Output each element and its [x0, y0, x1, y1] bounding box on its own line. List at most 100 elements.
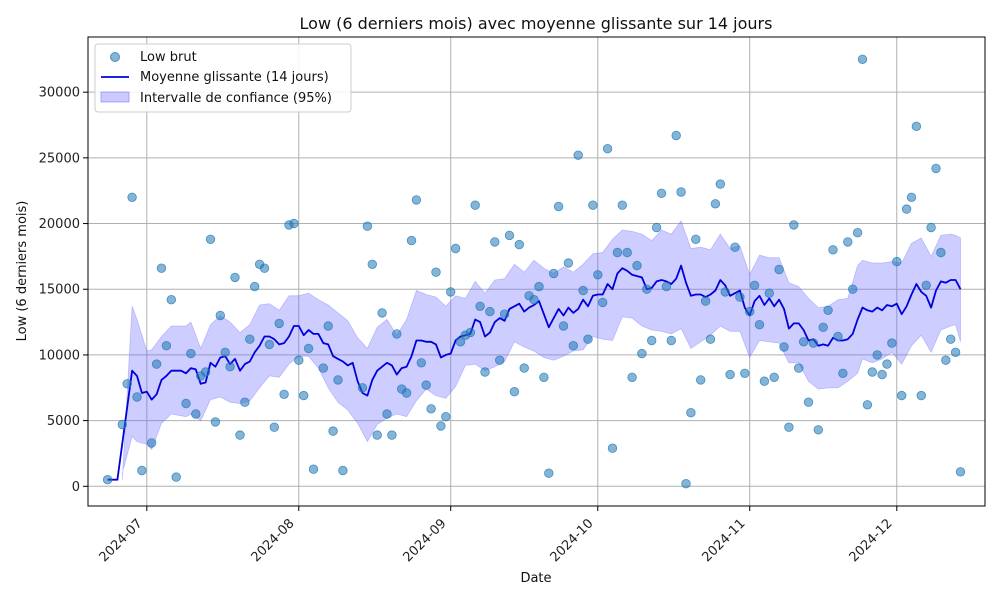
scatter-point — [245, 334, 255, 344]
scatter-point — [249, 281, 260, 292]
scatter-point — [720, 287, 730, 297]
scatter-point — [848, 284, 858, 294]
scatter-point — [323, 321, 333, 331]
scatter-point — [485, 306, 495, 317]
scatter-point — [950, 347, 961, 358]
scatter-point — [598, 297, 608, 308]
scatter-point — [774, 264, 784, 275]
scatter-point — [911, 121, 922, 132]
scatter-point — [441, 412, 451, 422]
scatter-point — [573, 150, 583, 160]
scatter-point — [607, 443, 618, 453]
scatter-point — [642, 284, 652, 294]
scatter-point — [318, 363, 329, 373]
scatter-point — [387, 430, 397, 440]
scatter-point — [745, 306, 755, 317]
scatter-point — [789, 220, 799, 230]
scatter-point — [622, 247, 632, 258]
scatter-point — [740, 368, 750, 379]
scatter-point — [921, 280, 931, 291]
scatter-point — [264, 339, 275, 350]
scatter-point — [735, 292, 745, 302]
y-tick-label: 30000 — [39, 86, 80, 101]
scatter-point — [382, 409, 392, 419]
scatter-point — [495, 355, 505, 365]
scatter-point — [122, 379, 132, 389]
scatter-point — [676, 187, 686, 197]
scatter-point — [127, 192, 137, 203]
legend-label-line: Moyenne glissante (14 jours) — [140, 70, 329, 85]
scatter-point — [901, 204, 912, 214]
scatter-point — [955, 467, 966, 477]
scatter-point — [328, 426, 338, 436]
scatter-point — [308, 464, 319, 474]
scatter-point — [637, 348, 647, 359]
scatter-point — [210, 417, 221, 427]
scatter-point — [872, 350, 882, 360]
scatter-point — [769, 372, 779, 383]
scatter-points-layer — [102, 54, 966, 489]
scatter-point — [455, 337, 466, 347]
scatter-point — [877, 369, 887, 380]
scatter-point — [656, 188, 667, 199]
scatter-point — [519, 363, 529, 373]
scatter-point — [132, 392, 142, 402]
moving-average-line — [107, 264, 962, 481]
scatter-point — [612, 247, 623, 258]
scatter-point — [946, 334, 956, 344]
scatter-point — [833, 331, 843, 342]
scatter-point — [862, 400, 873, 410]
scatter-point — [700, 296, 711, 306]
scatter-point — [279, 389, 289, 400]
scatter-point — [749, 280, 760, 291]
scatter-point — [205, 234, 216, 245]
scatter-point — [602, 143, 613, 154]
y-tick-label: 25000 — [39, 151, 80, 166]
scatter-point — [426, 404, 436, 414]
scatter-point — [269, 422, 280, 432]
scatter-point — [916, 390, 927, 401]
scatter-point — [362, 221, 373, 231]
scatter-point — [240, 397, 250, 407]
scatter-point — [627, 372, 637, 383]
scatter-point — [146, 438, 157, 448]
scatter-point — [200, 367, 211, 377]
scatter-point — [156, 263, 167, 273]
scatter-point — [897, 390, 907, 401]
chart-title: Low (6 derniers mois) avec moyenne gliss… — [300, 14, 773, 33]
scatter-point — [647, 335, 657, 346]
scatter-point — [401, 388, 412, 398]
scatter-point — [392, 329, 402, 339]
scatter-point — [941, 355, 951, 365]
legend: Low brut Moyenne glissante (14 jours) In… — [94, 43, 352, 113]
legend-label-scatter: Low brut — [140, 50, 197, 65]
scatter-point — [499, 309, 510, 319]
scatter-point — [230, 272, 240, 283]
scatter-point — [715, 179, 726, 189]
scatter-point — [514, 239, 525, 250]
y-tick-label: 20000 — [39, 217, 80, 232]
scatter-point — [563, 258, 574, 268]
scatter-point — [759, 376, 770, 386]
scatter-point — [588, 200, 598, 210]
scatter-point — [303, 343, 314, 354]
y-tick-label: 10000 — [39, 348, 80, 363]
scatter-point — [259, 263, 270, 273]
scatter-point — [549, 268, 559, 279]
scatter-point — [867, 367, 878, 377]
scatter-point — [338, 465, 348, 476]
legend-box — [94, 43, 352, 113]
scatter-point — [798, 337, 809, 347]
scatter-point — [710, 199, 721, 209]
scatter-point — [784, 422, 794, 432]
y-axis-title: Low (6 derniers mois) — [15, 201, 30, 342]
scatter-point — [357, 383, 368, 393]
scatter-point — [838, 368, 848, 379]
scatter-point — [705, 334, 716, 344]
plot-frame — [87, 36, 986, 507]
scatter-point — [299, 390, 309, 401]
scatter-point — [220, 347, 230, 358]
scatter-point — [725, 369, 735, 380]
scatter-point — [803, 397, 814, 407]
